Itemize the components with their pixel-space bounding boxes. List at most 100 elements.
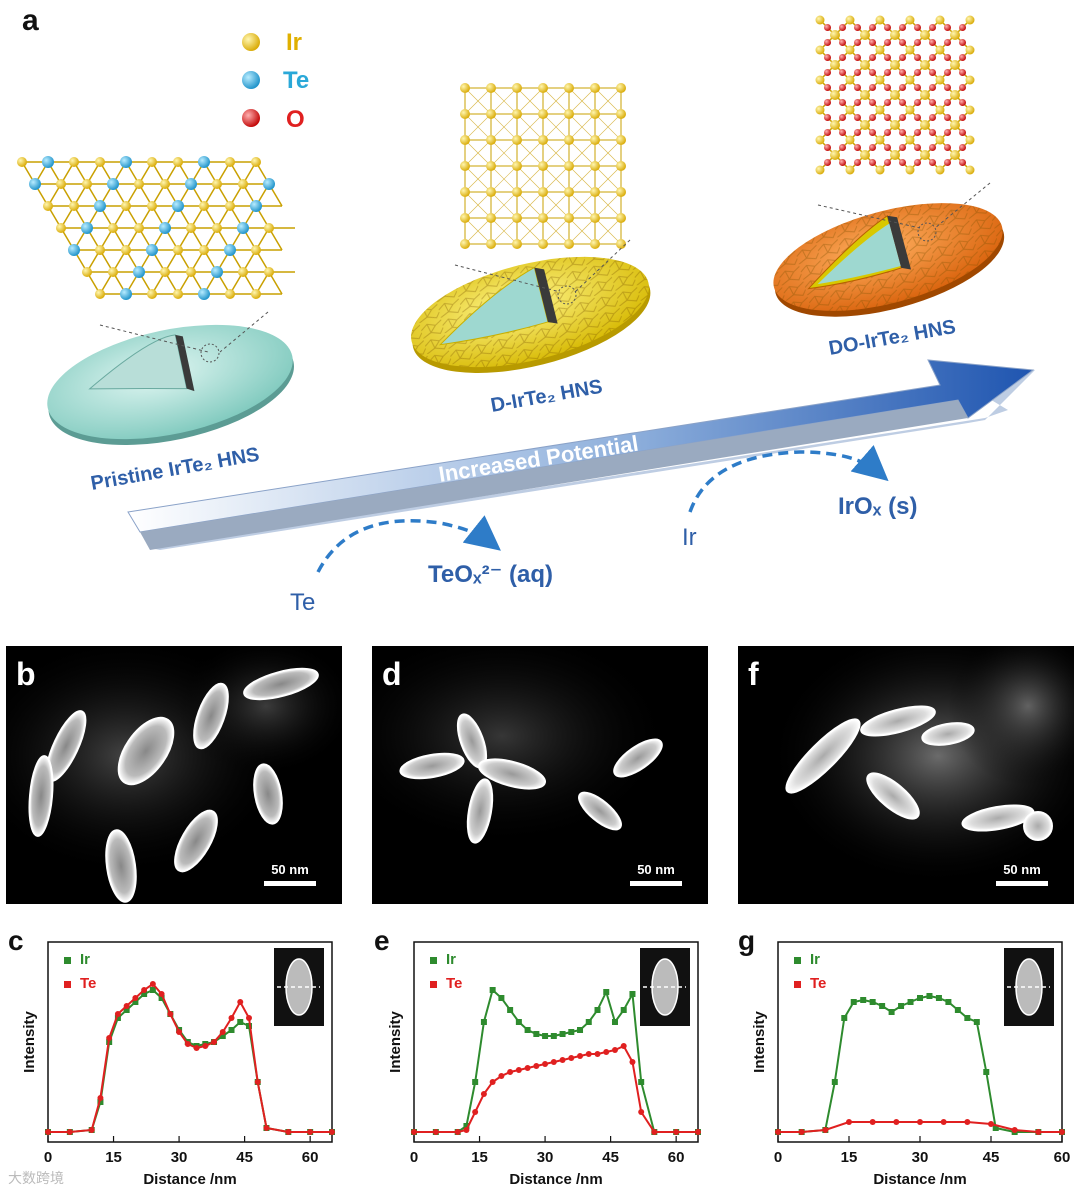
o-atom (929, 24, 936, 31)
ir-atom (56, 223, 66, 233)
ir-atom (830, 120, 840, 130)
ir-atom (147, 201, 157, 211)
o-atom (914, 159, 921, 166)
o-atom (839, 159, 846, 166)
te-dissolution: Te TeOₓ²⁻ (aq) (290, 515, 553, 616)
data-point-ir (850, 999, 857, 1005)
data-point-te (263, 1125, 270, 1131)
data-point-ir (898, 1003, 905, 1009)
line-profile-c: c 0 15 30 45 60 Distance /nm Intensity Ir Te (0, 920, 350, 1197)
ir-atom (512, 213, 522, 223)
pristine-particle (47, 324, 294, 445)
o-atom (959, 69, 966, 76)
ir-atom (251, 157, 261, 167)
o-atom (839, 84, 846, 91)
zoom-circle (200, 343, 220, 363)
te-atom (159, 222, 171, 234)
bond (594, 139, 622, 167)
bond (464, 191, 492, 219)
o-atom (914, 69, 921, 76)
ir-atom (251, 289, 261, 299)
scale-label: 50 nm (271, 862, 309, 877)
o-atom (884, 99, 891, 106)
data-point-ir (973, 1019, 980, 1025)
y-axis-label: Intensity (387, 1011, 404, 1073)
o-atom (944, 84, 951, 91)
o-atom (854, 114, 861, 121)
o-atom (839, 24, 846, 31)
bond (542, 139, 570, 167)
ir-atom (538, 213, 548, 223)
o-atom (929, 69, 936, 76)
reaction-te-from: Te (290, 589, 315, 616)
scale-bar-line (996, 881, 1048, 886)
bond (568, 113, 596, 141)
data-point-te (193, 1045, 200, 1051)
o-atom (839, 54, 846, 61)
ir-atom (486, 161, 496, 171)
data-point-ir (515, 1019, 522, 1025)
data-point-te (498, 1073, 505, 1079)
data-point-te (524, 1065, 531, 1071)
o-atom (884, 39, 891, 46)
data-point-te (585, 1051, 592, 1057)
bond (594, 191, 622, 219)
o-atom (824, 129, 831, 136)
data-point-ir (945, 999, 952, 1005)
ir-atom (134, 223, 144, 233)
o-atom (914, 144, 921, 151)
data-point-ir (97, 1099, 104, 1105)
o-atom (824, 84, 831, 91)
x-axis-label: Distance /nm (143, 1171, 236, 1188)
increased-potential-arrow: Increased Potential (127, 359, 1035, 550)
ir-atom (935, 105, 945, 115)
o-atom (869, 159, 876, 166)
data-point-ir (917, 995, 923, 1001)
data-point-te (594, 1051, 601, 1057)
o-atom (899, 54, 906, 61)
o-atom (944, 144, 951, 151)
data-point-te (550, 1059, 557, 1065)
ir-atom (512, 161, 522, 171)
ir-atom (264, 267, 274, 277)
x-tick-label: 60 (1054, 1149, 1071, 1166)
data-point-te (132, 995, 139, 1001)
o-atom-icon (242, 109, 260, 127)
ir-atom (460, 109, 470, 119)
data-point-ir (114, 1015, 121, 1021)
x-tick-label: 30 (171, 1149, 188, 1166)
data-point-ir (489, 987, 496, 993)
scale-bar-line (264, 881, 316, 886)
ir-atom (920, 30, 930, 40)
data-point-ir (964, 1015, 971, 1021)
scale-label: 50 nm (1003, 862, 1041, 877)
ir-atom (590, 213, 600, 223)
data-point-te (123, 1003, 130, 1009)
o-atom (959, 159, 966, 166)
ir-atom (860, 30, 870, 40)
data-point-te (285, 1129, 292, 1135)
ir-atom (173, 157, 183, 167)
data-point-te (454, 1129, 461, 1135)
ir-atom (486, 135, 496, 145)
data-point-te (411, 1129, 417, 1135)
stem-image-d-art (372, 646, 672, 846)
ir-atom (965, 135, 975, 145)
reaction-ir-to: IrOₓ (s) (838, 493, 917, 520)
data-point-te (472, 1109, 479, 1115)
data-point-te (638, 1109, 645, 1115)
plot-svg-e: e 0 15 30 45 60 Distance /nm Intensity Ir Te (374, 925, 701, 1188)
bond (464, 139, 492, 167)
ir-atom (935, 45, 945, 55)
scale-label: 50 nm (637, 862, 675, 877)
bond (490, 139, 518, 167)
o-atom (959, 84, 966, 91)
x-tick-label: 15 (841, 1149, 858, 1166)
ir-atom (950, 150, 960, 160)
bond (490, 113, 518, 141)
ir-atom (564, 213, 574, 223)
o-atom (899, 114, 906, 121)
o-atom (914, 54, 921, 61)
data-point-ir (585, 1019, 592, 1025)
legend-ir-label: Ir (286, 29, 302, 56)
